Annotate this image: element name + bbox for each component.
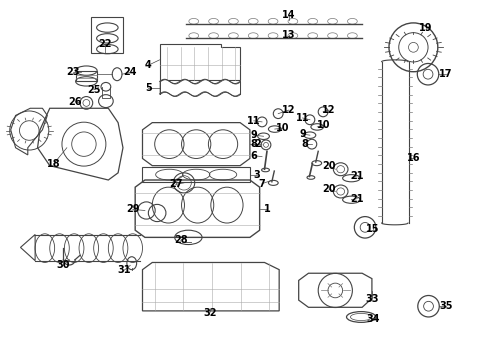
Text: 5: 5 <box>145 83 152 93</box>
Text: 14: 14 <box>282 10 295 20</box>
Text: 29: 29 <box>126 204 140 215</box>
Text: 7: 7 <box>259 179 266 189</box>
Text: 28: 28 <box>174 235 187 245</box>
Text: 3: 3 <box>254 170 261 180</box>
Text: 21: 21 <box>350 171 364 181</box>
Text: 10: 10 <box>276 123 290 133</box>
Text: 10: 10 <box>318 121 331 130</box>
Text: 6: 6 <box>250 150 257 161</box>
Text: 8: 8 <box>301 139 308 149</box>
Text: 19: 19 <box>419 23 432 33</box>
Text: 30: 30 <box>57 260 70 270</box>
Text: 9: 9 <box>299 129 306 139</box>
Text: 8: 8 <box>250 139 257 149</box>
Text: 25: 25 <box>87 85 100 95</box>
Text: 12: 12 <box>322 105 336 115</box>
Text: 20: 20 <box>322 161 336 171</box>
Text: 34: 34 <box>366 314 380 324</box>
Text: 17: 17 <box>440 69 453 79</box>
Text: 21: 21 <box>350 194 364 204</box>
Text: 27: 27 <box>169 179 182 189</box>
Text: 15: 15 <box>366 225 380 234</box>
Bar <box>91 17 123 53</box>
Text: 26: 26 <box>69 97 82 107</box>
Text: 23: 23 <box>67 67 80 77</box>
Text: 32: 32 <box>203 308 217 318</box>
Text: 35: 35 <box>440 301 453 311</box>
Bar <box>75 71 97 81</box>
Text: 2: 2 <box>254 139 261 149</box>
Text: 20: 20 <box>322 184 336 194</box>
Text: 11: 11 <box>247 116 261 126</box>
Text: 13: 13 <box>282 30 295 40</box>
Text: 1: 1 <box>264 204 270 214</box>
Text: 31: 31 <box>117 265 131 275</box>
Text: 33: 33 <box>365 294 379 304</box>
Text: 18: 18 <box>47 159 60 169</box>
Bar <box>143 167 250 182</box>
Text: 24: 24 <box>123 67 137 77</box>
Text: 12: 12 <box>282 105 295 115</box>
Text: 11: 11 <box>296 113 309 123</box>
Text: 4: 4 <box>145 60 152 70</box>
Text: 22: 22 <box>98 39 112 49</box>
Text: 9: 9 <box>250 130 257 140</box>
Text: 16: 16 <box>407 153 420 163</box>
